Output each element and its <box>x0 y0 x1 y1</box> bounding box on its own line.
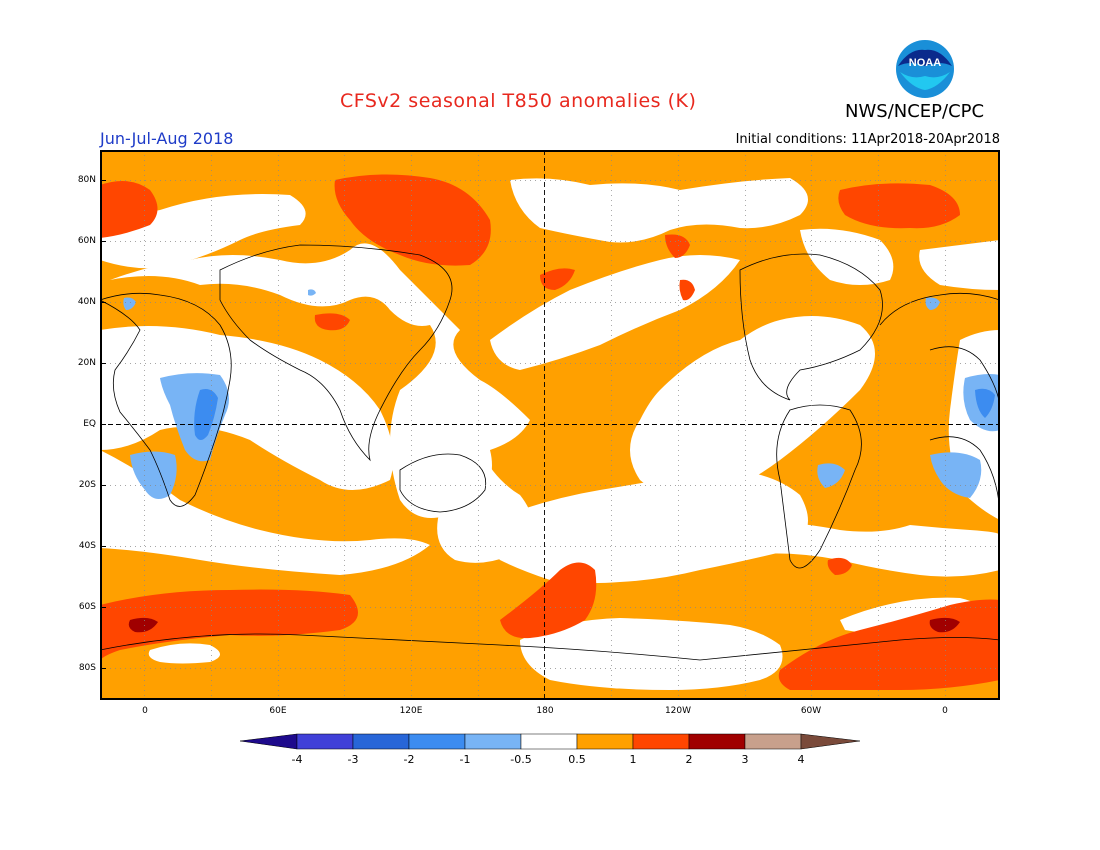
lat-ticks <box>100 180 106 669</box>
colorbar-label: -3 <box>347 753 359 766</box>
anomaly-map <box>100 150 1000 700</box>
colorbar-label: -4 <box>291 753 303 766</box>
lon-label: 120E <box>399 706 423 716</box>
lon-label: 60E <box>269 706 287 716</box>
colorbar-swatch <box>352 733 410 750</box>
lon-label: 180 <box>536 706 554 716</box>
colorbar-label: 3 <box>741 753 749 766</box>
colorbar-label: -0.5 <box>510 753 532 766</box>
colorbar-label: 4 <box>797 753 805 766</box>
lon-label: 60W <box>800 706 822 716</box>
lat-label: 40S <box>78 541 96 551</box>
colorbar-label: 1 <box>629 753 637 766</box>
coastlines <box>100 244 1000 661</box>
neutral-anomaly-regions <box>100 178 1000 690</box>
lat-label: 80N <box>77 175 96 185</box>
agency-label: NWS/NCEP/CPC <box>845 101 985 122</box>
lat-label: 60N <box>77 236 96 246</box>
colorbar-swatch <box>520 733 578 750</box>
lat-label: 80S <box>78 663 96 673</box>
colorbar-label: -1 <box>459 753 471 766</box>
colorbar <box>240 733 861 750</box>
colorbar-label: 2 <box>685 753 693 766</box>
colorbar-swatch <box>296 733 354 750</box>
colorbar-swatch <box>632 733 690 750</box>
season-label: Jun-Jul-Aug 2018 <box>100 129 234 148</box>
chart-title: CFSv2 seasonal T850 anomalies (K) <box>340 90 697 112</box>
initial-conditions-label: Initial conditions: 11Apr2018-20Apr2018 <box>735 132 1000 147</box>
colorbar-label: 0.5 <box>568 753 586 766</box>
lat-label: 20S <box>78 480 96 490</box>
graticule <box>100 150 1000 700</box>
negative-anomaly-medium <box>194 388 995 440</box>
lon-label: 0 <box>142 706 148 716</box>
colorbar-swatch <box>576 733 634 750</box>
lat-label: 60S <box>78 602 96 612</box>
colorbar-swatch <box>800 733 861 750</box>
colorbar-label: -2 <box>403 753 415 766</box>
positive-anomaly-extreme <box>128 617 960 633</box>
lat-label: 40N <box>77 297 96 307</box>
colorbar-swatch <box>744 733 802 750</box>
lat-label: 20N <box>77 358 96 368</box>
lon-label: 120W <box>664 706 692 716</box>
lat-label: EQ <box>83 419 96 429</box>
colorbar-swatch <box>688 733 746 750</box>
colorbar-swatch <box>464 733 522 750</box>
logo-text: NOAA <box>909 57 941 69</box>
noaa-logo-icon: NOAA <box>894 38 956 100</box>
lon-label: 0 <box>942 706 948 716</box>
colorbar-swatch <box>240 733 298 750</box>
colorbar-swatch <box>408 733 466 750</box>
